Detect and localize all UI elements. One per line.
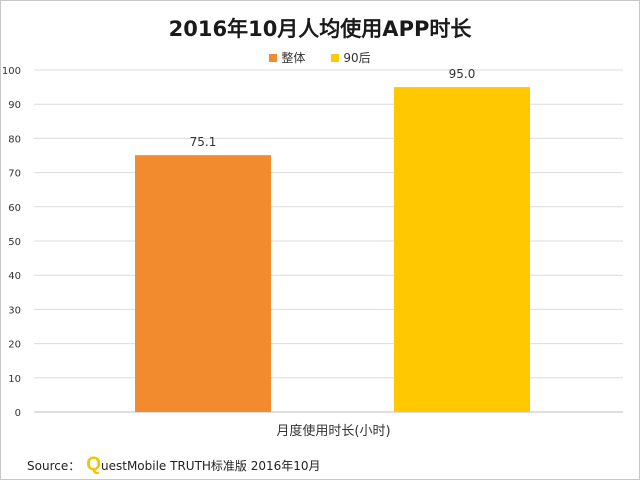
source-label: Source： xyxy=(27,459,81,473)
y-tick-label: 80 xyxy=(8,134,21,145)
y-tick-label: 60 xyxy=(8,203,21,214)
legend-label-overall: 整体 xyxy=(281,51,306,65)
y-tick-label: 90 xyxy=(8,100,21,111)
legend-swatch-overall xyxy=(269,53,278,62)
legend-swatch-post90 xyxy=(331,53,340,62)
legend-item-post90: 90后 xyxy=(331,49,371,66)
legend-label-post90: 90后 xyxy=(343,51,371,65)
bars xyxy=(135,87,530,412)
gridlines xyxy=(34,69,623,413)
y-tick-label: 10 xyxy=(8,374,21,385)
y-tick-label: 20 xyxy=(8,340,21,351)
y-tick-label: 0 xyxy=(15,408,21,419)
source-note: Source： Q uestMobile TRUTH标准版 2016年10月 xyxy=(27,454,321,476)
chart-title: 2016年10月人均使用APP时长 xyxy=(168,17,472,41)
legend-item-overall: 整体 xyxy=(269,49,305,66)
y-tick-label: 30 xyxy=(8,305,21,316)
y-tick-label: 100 xyxy=(2,66,21,77)
data-label-post90: 95.0 xyxy=(449,67,476,81)
y-tick-label: 50 xyxy=(8,237,21,248)
chart-legend: 整体 90后 xyxy=(1,49,639,66)
source-brand-initial: Q xyxy=(86,454,101,475)
data-label-overall: 75.1 xyxy=(190,135,217,149)
bar-overall xyxy=(135,155,271,412)
data-labels: 75.1 95.0 xyxy=(190,67,476,149)
x-axis-label: 月度使用时长(小时) xyxy=(276,423,390,439)
y-tick-label: 40 xyxy=(8,271,21,282)
source-text: uestMobile TRUTH标准版 2016年10月 xyxy=(101,459,321,473)
y-tick-label: 70 xyxy=(8,169,21,180)
y-axis-ticks: 0 10 20 30 40 50 60 70 80 90 100 xyxy=(2,66,21,419)
bar-post90 xyxy=(394,87,530,412)
